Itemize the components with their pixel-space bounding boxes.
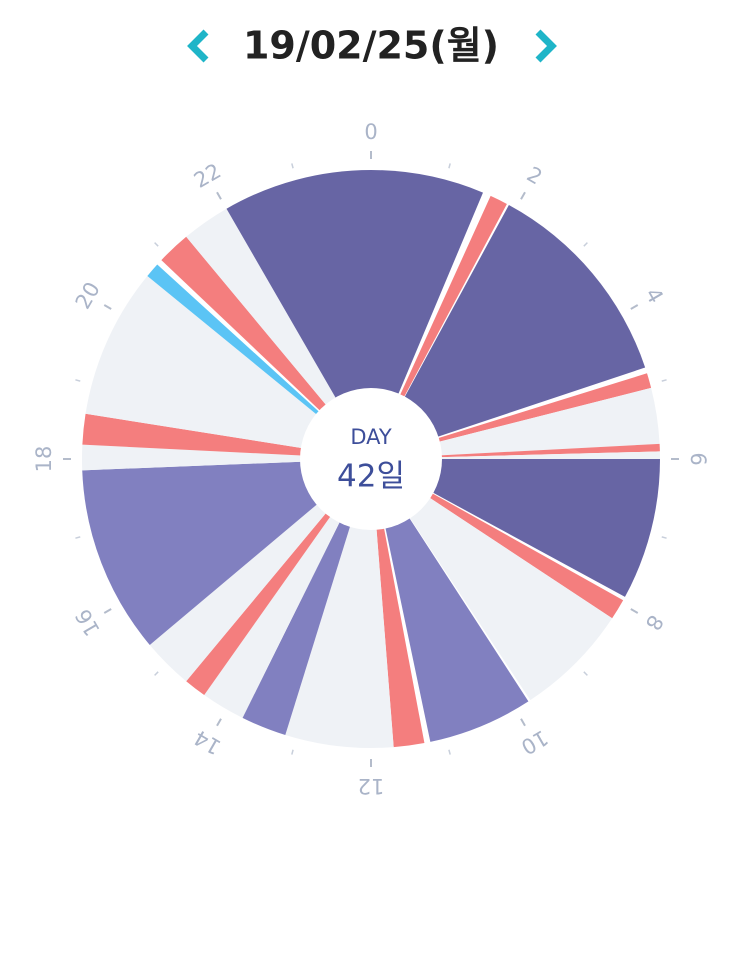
- segment: [186, 208, 371, 459]
- minor-tick: [661, 536, 667, 539]
- tick-label: 0: [364, 120, 377, 144]
- minor-tick: [75, 379, 81, 382]
- center-label: DAY: [350, 425, 392, 449]
- segment: [161, 236, 371, 459]
- segment: [371, 459, 425, 748]
- prev-arrow[interactable]: [187, 29, 209, 63]
- segment: [371, 373, 652, 459]
- tick-label: 12: [358, 774, 385, 798]
- segment: [226, 170, 371, 459]
- tick-label: 10: [517, 725, 552, 759]
- tick-label: 18: [32, 446, 56, 473]
- segment: [371, 459, 529, 742]
- tick-mark: [216, 191, 222, 200]
- tick-mark: [630, 608, 639, 614]
- segment: [82, 459, 371, 645]
- segment: [371, 387, 660, 459]
- segment: [285, 459, 394, 749]
- minor-tick: [448, 749, 451, 755]
- segment: [82, 413, 371, 459]
- tick-label: 2: [523, 162, 547, 189]
- tick-label: 6: [686, 452, 710, 465]
- segment: [147, 264, 371, 459]
- segment: [371, 459, 613, 701]
- segment: [85, 275, 371, 459]
- center-value: 42일: [337, 459, 405, 495]
- minor-tick: [154, 242, 159, 247]
- tick-mark: [630, 304, 639, 310]
- tick-mark: [520, 191, 526, 200]
- tick-label: 14: [190, 725, 225, 759]
- tick-mark: [520, 718, 526, 727]
- next-arrow[interactable]: [535, 29, 557, 63]
- tick-label: 16: [71, 605, 105, 640]
- tick-label: 22: [190, 159, 225, 193]
- minor-tick: [291, 163, 294, 169]
- segment: [371, 459, 660, 597]
- segment: [371, 443, 660, 459]
- center-hole: [300, 388, 442, 530]
- minor-tick: [75, 536, 81, 539]
- segment: [371, 459, 624, 619]
- clock-chart: 0 2 4 6 8 10 12 14 16 18 20 22 DAY 42일: [32, 120, 710, 798]
- segment: [149, 459, 371, 682]
- tick-label: 20: [71, 278, 105, 313]
- segment: [186, 459, 371, 696]
- tick-label: 4: [640, 284, 667, 308]
- segment: [371, 451, 660, 459]
- tick-mark: [103, 304, 112, 310]
- minor-tick: [583, 242, 588, 247]
- date-title: 19/02/25(월): [243, 24, 499, 68]
- segment: [242, 459, 371, 736]
- minor-tick: [583, 671, 588, 676]
- segment: [371, 195, 507, 460]
- minor-tick: [448, 163, 451, 169]
- tick-label: 8: [640, 611, 667, 635]
- tick-mark: [216, 718, 222, 727]
- tick-mark: [103, 608, 112, 614]
- minor-tick: [661, 379, 667, 382]
- segment: [371, 205, 646, 459]
- minor-tick: [154, 671, 159, 676]
- minor-tick: [291, 749, 294, 755]
- segment: [204, 459, 371, 718]
- segment: [81, 444, 371, 471]
- segment: [371, 170, 483, 459]
